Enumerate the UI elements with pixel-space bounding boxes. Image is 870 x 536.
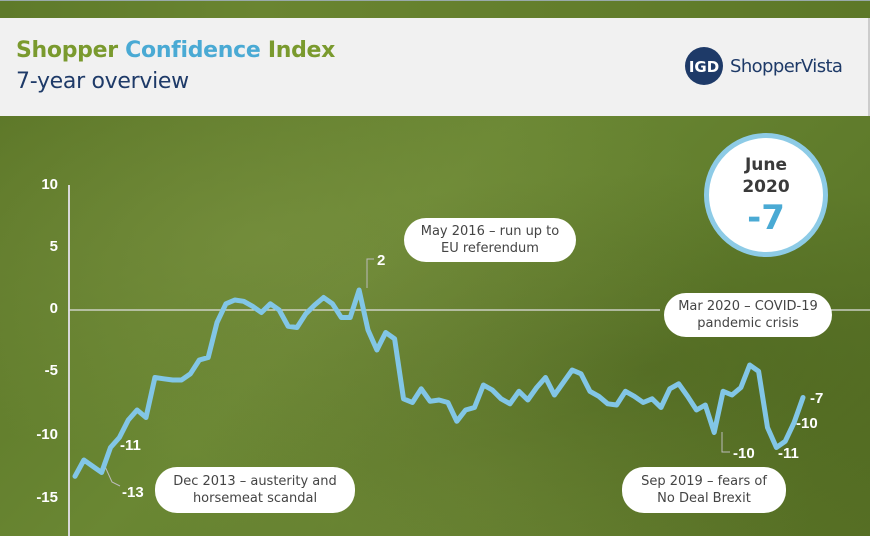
- igd-shoppervista-logo: IGD ShopperVista: [678, 42, 843, 90]
- data-label: -11: [778, 445, 799, 462]
- leader-line: [721, 432, 730, 453]
- igd-logo-icon: IGD: [678, 42, 726, 90]
- leader-line: [102, 461, 121, 487]
- confidence-line: [72, 287, 806, 479]
- page-title: Shopper Confidence Index: [16, 38, 336, 63]
- y-tick-minus5: -5: [44, 362, 58, 379]
- callout-sep-2019: Sep 2019 – fears of No Deal Brexit: [622, 467, 786, 513]
- callout-dec-2013: Dec 2013 – austerity and horsemeat scand…: [155, 467, 355, 513]
- y-tick-5: 5: [49, 238, 58, 255]
- current-value-badge: June 2020 -7: [704, 133, 828, 257]
- badge-month: June: [744, 155, 788, 175]
- data-label: -7: [810, 390, 824, 407]
- callout-mar-2020: Mar 2020 – COVID-19 pandemic crisis: [664, 293, 832, 337]
- callout-may-2016: May 2016 – run up to EU referendum: [404, 218, 576, 262]
- y-tick-10: 10: [41, 176, 58, 193]
- badge-year: 2020: [742, 177, 790, 197]
- page-subtitle: 7-year overview: [16, 69, 189, 94]
- top-banner: [0, 0, 870, 19]
- data-label: 2: [377, 252, 386, 269]
- data-label: -10: [733, 445, 755, 462]
- y-tick-minus10: -10: [36, 426, 58, 443]
- data-label: -11: [120, 437, 141, 454]
- data-label: -10: [796, 415, 818, 432]
- y-tick-0: 0: [49, 300, 58, 317]
- badge-value: -7: [747, 198, 785, 238]
- leader-line: [366, 258, 374, 288]
- svg-text:IGD: IGD: [689, 58, 719, 76]
- logo-text: ShopperVista: [730, 55, 843, 77]
- y-tick-minus15: -15: [36, 489, 58, 506]
- data-label: -13: [122, 484, 144, 501]
- header: Shopper Confidence Index 7-year overview…: [0, 18, 870, 116]
